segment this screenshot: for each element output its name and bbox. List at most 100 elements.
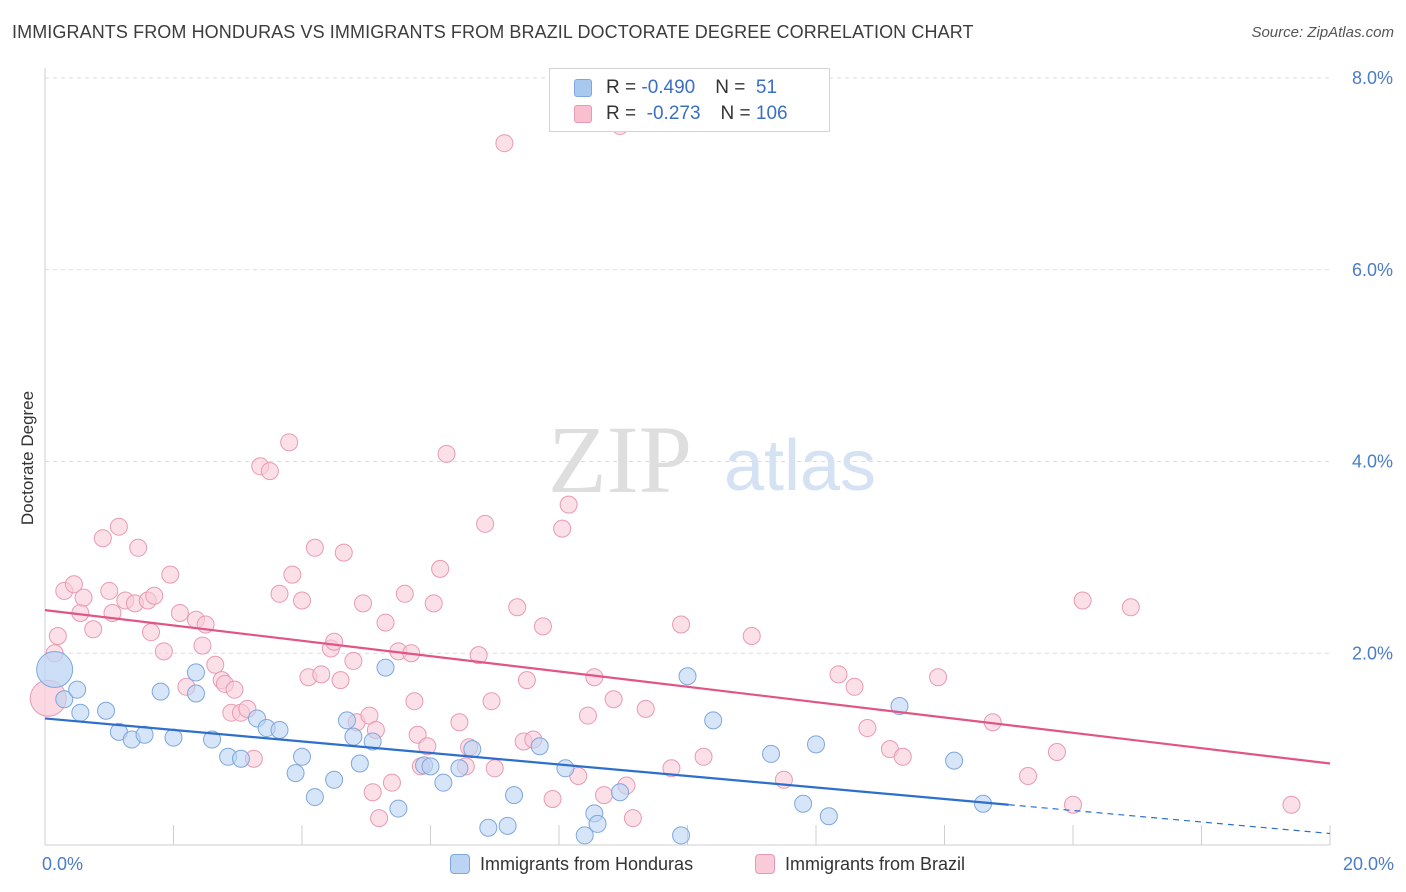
chart-source: Source: ZipAtlas.com xyxy=(1251,24,1394,41)
point-brazil xyxy=(382,773,401,792)
point-brazil xyxy=(376,613,395,632)
point-brazil xyxy=(161,565,180,584)
point-brazil xyxy=(476,514,495,533)
point-brazil xyxy=(1282,795,1301,814)
legend-row-honduras: R = -0.490 N = 51 xyxy=(574,75,777,101)
point-brazil xyxy=(293,591,311,610)
point-brazil xyxy=(395,584,414,603)
point-brazil xyxy=(193,636,212,655)
point-brazil xyxy=(636,699,655,718)
point-honduras xyxy=(151,682,170,701)
bottom-legend-swatch-brazil xyxy=(755,854,775,874)
point-honduras xyxy=(305,788,324,807)
legend-r-label: R = xyxy=(606,103,642,124)
point-brazil xyxy=(559,495,578,514)
point-honduras xyxy=(762,744,781,763)
point-brazil xyxy=(206,655,225,674)
point-honduras xyxy=(672,826,691,845)
point-brazil xyxy=(312,665,331,684)
point-brazil xyxy=(858,719,877,738)
point-brazil xyxy=(154,642,173,661)
point-brazil xyxy=(225,680,244,699)
y-tick-label: 8.0% xyxy=(1352,68,1393,88)
point-brazil xyxy=(469,646,488,665)
trend-line-brazil xyxy=(44,609,1331,765)
bottom-legend-honduras: Immigrants from Honduras xyxy=(450,851,693,877)
point-honduras xyxy=(704,711,723,730)
point-brazil xyxy=(408,725,427,744)
point-honduras xyxy=(135,725,154,744)
bottom-legend-label-brazil: Immigrants from Brazil xyxy=(785,853,966,874)
point-brazil xyxy=(424,594,443,613)
point-brazil xyxy=(270,584,289,603)
point-brazil xyxy=(145,586,164,605)
legend-swatch-honduras xyxy=(574,79,592,97)
point-honduras xyxy=(479,818,498,837)
bottom-legend-swatch-honduras xyxy=(450,854,470,874)
point-honduras xyxy=(186,684,205,703)
point-honduras xyxy=(450,759,469,778)
point-honduras xyxy=(434,773,453,792)
point-brazil xyxy=(344,651,363,670)
point-honduras xyxy=(286,764,305,783)
legend-n-value: 51 xyxy=(750,77,778,98)
y-axis-label: Doctorate Degree xyxy=(18,391,37,525)
point-brazil xyxy=(553,519,572,538)
point-honduras xyxy=(819,807,838,826)
point-brazil xyxy=(437,444,456,463)
chart-title: IMMIGRANTS FROM HONDURAS VS IMMIGRANTS F… xyxy=(12,22,974,42)
point-brazil xyxy=(495,134,514,153)
point-honduras xyxy=(498,816,517,835)
point-brazil xyxy=(74,588,93,607)
point-honduras xyxy=(421,757,440,776)
point-brazil xyxy=(363,783,382,802)
point-brazil xyxy=(93,529,112,548)
trend-line-honduras xyxy=(44,717,1009,806)
point-brazil xyxy=(331,671,350,690)
legend-r-label: R = xyxy=(606,77,642,98)
point-brazil xyxy=(508,598,527,617)
point-honduras xyxy=(164,728,183,747)
point-honduras xyxy=(588,814,607,833)
legend-swatch-brazil xyxy=(574,105,592,123)
point-brazil xyxy=(129,538,148,557)
point-honduras xyxy=(807,735,825,754)
point-brazil xyxy=(845,677,864,696)
point-brazil xyxy=(485,759,504,778)
point-brazil xyxy=(829,665,848,684)
point-honduras xyxy=(55,690,74,709)
point-brazil xyxy=(1064,795,1082,814)
point-honduras xyxy=(97,701,116,720)
y-tick-label: 6.0% xyxy=(1352,260,1393,280)
point-honduras xyxy=(203,730,222,749)
point-brazil xyxy=(450,713,469,732)
point-honduras xyxy=(945,751,964,770)
point-honduras xyxy=(325,770,344,789)
point-brazil xyxy=(280,433,299,452)
point-honduras xyxy=(890,696,909,715)
legend-row-brazil: R = -0.273 N = 106 xyxy=(574,101,788,127)
watermark: ZIP atlas xyxy=(548,406,876,513)
legend-r-value: -0.273 xyxy=(641,103,701,124)
legend-r-value: -0.490 xyxy=(641,77,696,98)
point-brazil xyxy=(742,626,761,645)
point-brazil xyxy=(578,706,597,725)
point-brazil xyxy=(100,581,119,600)
point-brazil xyxy=(418,737,437,756)
point-brazil xyxy=(517,671,536,690)
point-honduras xyxy=(186,663,205,682)
point-honduras xyxy=(36,651,74,689)
point-brazil xyxy=(1019,766,1038,785)
point-brazil xyxy=(1073,591,1092,610)
point-brazil xyxy=(604,690,623,709)
point-brazil xyxy=(694,747,713,766)
point-brazil xyxy=(334,543,353,562)
point-brazil xyxy=(482,692,501,711)
watermark-zip: ZIP xyxy=(548,406,692,513)
x-tick-label: 20.0% xyxy=(1343,854,1394,874)
point-honduras xyxy=(389,799,408,818)
bottom-legend-label-honduras: Immigrants from Honduras xyxy=(480,853,694,874)
point-honduras xyxy=(344,727,363,746)
point-honduras xyxy=(350,754,369,773)
point-honduras xyxy=(68,680,87,699)
